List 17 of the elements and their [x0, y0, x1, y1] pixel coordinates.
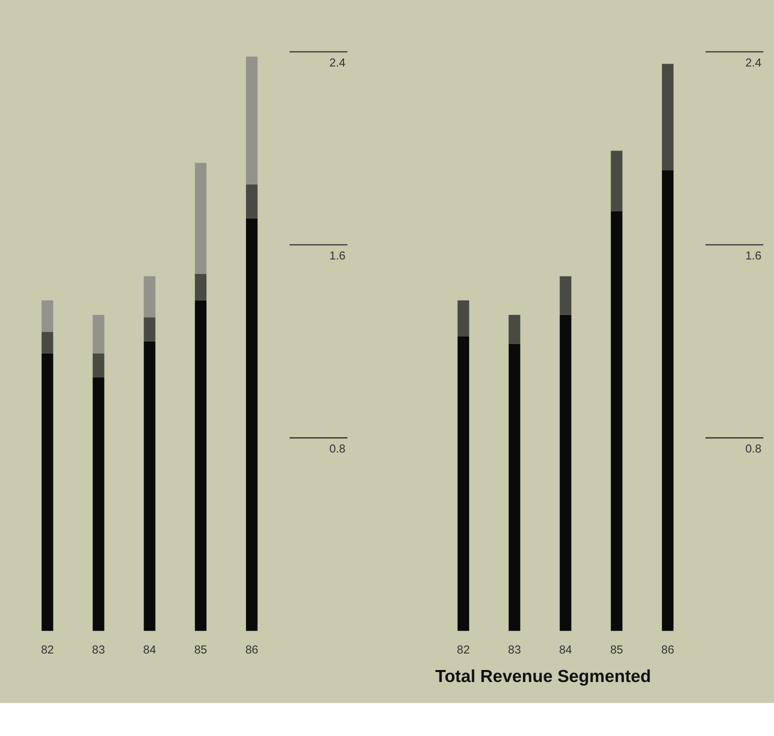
- y-tick-label: 0.8: [329, 443, 346, 456]
- x-tick-label: 86: [661, 644, 674, 657]
- x-tick-label: 82: [40, 644, 54, 657]
- x-tick-label: 84: [559, 644, 573, 657]
- y-tick-label: 1.6: [745, 250, 762, 262]
- x-tick-label: 85: [194, 644, 208, 657]
- x-tick-label: 83: [92, 644, 105, 657]
- y-tick-label: 1.6: [329, 250, 346, 262]
- text: Total Revenue Segmented: [435, 666, 652, 686]
- x-tick-label: 84: [143, 644, 157, 657]
- x-tick-label: 83: [508, 644, 521, 657]
- x-tick-label: 82: [456, 644, 470, 657]
- y-tick-label: 2.4: [745, 57, 762, 70]
- x-tick-label: 85: [610, 644, 624, 657]
- y-tick-label: 0.8: [745, 443, 762, 456]
- y-tick-label: 2.4: [329, 57, 346, 70]
- x-tick-label: 86: [245, 644, 258, 657]
